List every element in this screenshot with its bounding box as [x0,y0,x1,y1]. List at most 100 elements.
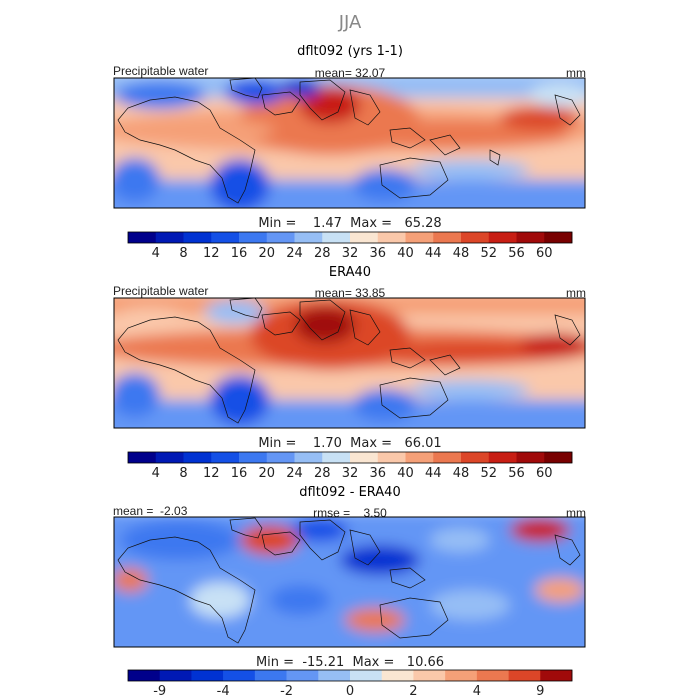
colorbar-swatch [128,232,157,243]
colorbar-swatch [191,670,224,681]
colorbar-tick-label: 36 [369,246,386,261]
colorbar-tick-label: 12 [203,246,220,261]
map-field [114,298,585,428]
panel-unit-label: mm [566,286,586,300]
panel-stats: Min = 1.47 Max = 65.28 [258,216,441,231]
colorbar-swatch [350,232,379,243]
colorbar-tick-label: 2 [409,684,417,699]
panel-subtitle: dflt092 (yrs 1-1) [297,44,403,59]
panel-mean-label: mean = -2.03 [113,504,188,518]
colorbar-tick-label: 32 [342,466,359,481]
panel-reanalysis: ERA40 Precipitable water mean= 33.85 mm [113,265,586,481]
colorbar-swatch [223,670,256,681]
colorbar-swatch [350,670,383,681]
colorbar-tick-label: 8 [179,466,187,481]
colorbar: 4 8 12 16 20 24 28 32 36 40 44 48 52 56 60 [127,451,573,481]
colorbar: -9 -4 -2 0 2 4 9 [127,669,573,699]
colorbar-tick-label: 28 [314,466,331,481]
colorbar-swatch [211,452,240,463]
colorbar-tick-label: 12 [203,466,220,481]
colorbar-tick-label: 24 [286,246,303,261]
colorbar-swatch [488,232,517,243]
panel-subtitle: ERA40 [329,265,371,280]
map-frame [113,297,586,429]
panel-difference: dflt092 - ERA40 mean = -2.03 rmse = 3.50… [113,485,586,699]
colorbar-tick-label: 56 [508,246,525,261]
colorbar-tick-label: 52 [480,246,497,261]
colorbar-tick-label: 0 [346,684,354,699]
colorbar-swatch [322,452,351,463]
panel-mean-label: mean= 32.07 [315,66,386,80]
colorbar-swatch [413,670,446,681]
colorbar-tick-label: 44 [425,466,442,481]
colorbar-tick-label: 56 [508,466,525,481]
colorbar-swatch [445,670,478,681]
colorbar-swatch [294,232,323,243]
colorbar-swatch [544,452,573,463]
colorbar-swatch [405,452,434,463]
map-field [114,78,585,208]
colorbar-tick-label: 40 [397,466,414,481]
colorbar-tick-label: 40 [397,246,414,261]
colorbar-swatch [183,452,212,463]
colorbar-tick-label: 52 [480,466,497,481]
colorbar-swatch [516,452,545,463]
colorbar-swatch [461,232,490,243]
colorbar-swatch [508,670,541,681]
colorbar-frame [127,231,573,244]
panel-stats: Min = -15.21 Max = 10.66 [256,655,444,670]
map-field [114,517,585,647]
colorbar: 4 8 12 16 20 24 28 32 36 40 44 48 52 56 60 [127,231,573,261]
colorbar-swatch [433,232,462,243]
colorbar-swatch [488,452,517,463]
colorbar-swatch [254,670,287,681]
colorbar-swatch [433,452,462,463]
colorbar-swatch [266,452,295,463]
map-frame [113,516,586,648]
colorbar-tick-label: -4 [217,684,230,699]
colorbar-swatch [461,452,490,463]
colorbar-swatch [155,232,184,243]
colorbar-tick-label: 9 [536,684,544,699]
colorbar-swatch [155,452,184,463]
colorbar-tick-label: 4 [473,684,481,699]
colorbar-swatch [377,452,406,463]
colorbar-swatch [350,452,379,463]
colorbar-swatch [266,232,295,243]
colorbar-tick-label: 16 [231,246,248,261]
colorbar-tick-label: 48 [453,246,470,261]
figure-title: JJA [338,12,362,33]
colorbar-swatch [544,232,573,243]
colorbar-swatch [322,232,351,243]
colorbar-swatch [183,232,212,243]
panel-model: dflt092 (yrs 1-1) Precipitable water mea… [113,44,586,261]
colorbar-tick-label: 28 [314,246,331,261]
colorbar-frame [127,451,573,464]
colorbar-swatch [239,452,268,463]
panel-variable-label: Precipitable water [113,284,208,298]
colorbar-tick-label: 36 [369,466,386,481]
colorbar-tick-label: -9 [153,684,166,699]
colorbar-tick-label: 4 [152,466,160,481]
colorbar-tick-label: 4 [152,246,160,261]
colorbar-tick-label: 48 [453,466,470,481]
colorbar-tick-label: 60 [536,466,553,481]
panel-unit-label: mm [566,66,586,80]
colorbar-swatch [159,670,192,681]
map-frame [113,77,586,209]
colorbar-swatch [405,232,434,243]
colorbar-tick-label: -2 [280,684,293,699]
panel-subtitle: dflt092 - ERA40 [299,485,400,500]
colorbar-tick-label: 32 [342,246,359,261]
colorbar-tick-label: 60 [536,246,553,261]
colorbar-swatch [294,452,323,463]
colorbar-swatch [318,670,351,681]
colorbar-swatch [377,232,406,243]
panel-stats: Min = 1.70 Max = 66.01 [258,436,441,451]
colorbar-frame [127,669,573,682]
colorbar-swatch [381,670,414,681]
colorbar-tick-label: 44 [425,246,442,261]
colorbar-tick-label: 20 [258,466,275,481]
colorbar-swatch [128,670,161,681]
